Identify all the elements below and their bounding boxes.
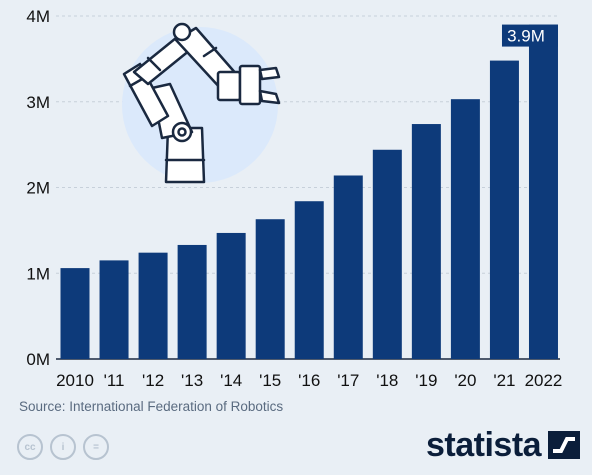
statista-logo-icon [548, 431, 581, 459]
bar[interactable] [216, 232, 246, 359]
brand-logo[interactable]: statista [426, 428, 581, 462]
bars [60, 24, 558, 360]
x-tick-label: '18 [376, 371, 398, 390]
x-tick-label: 2010 [56, 371, 94, 390]
source-note: Source: International Federation of Robo… [19, 399, 284, 414]
x-tick-label: '16 [298, 371, 320, 390]
x-axis-labels: 2010 '11 '12 '13 '14 '15 '16 '17 '18 '19 '20 '21 202… [56, 371, 562, 390]
y-tick-label: 1M [26, 264, 50, 283]
y-tick-label: 0M [26, 350, 50, 369]
x-tick-label: '15 [259, 371, 281, 390]
bar[interactable] [411, 124, 441, 359]
x-tick-label: '13 [181, 371, 203, 390]
y-axis-labels: 0M 1M 2M 3M 4M [26, 7, 50, 369]
creative-commons-icon[interactable]: cc [17, 434, 43, 460]
bar[interactable] [138, 252, 168, 359]
callout-background [501, 24, 558, 47]
bar[interactable] [528, 24, 558, 359]
robot-arm-icon [122, 22, 281, 184]
y-tick-label: 3M [26, 93, 50, 112]
x-tick-label: '12 [142, 371, 164, 390]
bar[interactable] [255, 219, 285, 359]
x-tick-label: 2022 [525, 371, 563, 390]
license-icons: cc i = [17, 434, 109, 460]
bar[interactable] [99, 260, 129, 359]
attribution-icon[interactable]: i [50, 434, 76, 460]
x-tick-label: '19 [415, 371, 437, 390]
x-tick-label: '14 [220, 371, 242, 390]
x-tick-label: '21 [493, 371, 515, 390]
x-tick-label: '20 [454, 371, 476, 390]
y-tick-label: 2M [26, 179, 50, 198]
callout-value-label: 3.9M [507, 27, 545, 46]
bar-chart: 0M 1M 2M 3M 4M 2010 '11 '12 '13 '14 '15 '16 '17 '18 '… [26, 7, 562, 390]
brand-name: statista [426, 426, 542, 464]
robot-arm-illustration [122, 22, 281, 184]
highlight-callout: 3.9M [501, 24, 558, 47]
bar[interactable] [489, 60, 519, 360]
bar[interactable] [294, 201, 324, 359]
x-tick-label: '17 [337, 371, 359, 390]
x-tick-label: '11 [104, 371, 125, 390]
bar[interactable] [60, 268, 90, 359]
bar[interactable] [450, 99, 480, 360]
bar[interactable] [372, 149, 402, 359]
bar[interactable] [333, 175, 363, 359]
no-derivatives-icon[interactable]: = [83, 434, 109, 460]
bar[interactable] [177, 244, 207, 359]
y-tick-label: 4M [26, 7, 50, 26]
